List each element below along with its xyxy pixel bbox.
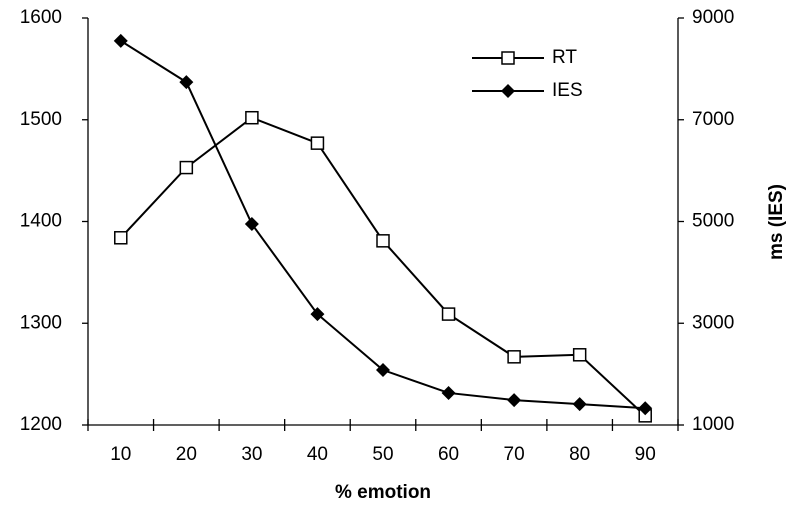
rt-marker <box>179 160 194 175</box>
ies-marker <box>507 393 522 408</box>
y-tick-label: 1500 <box>20 109 62 130</box>
x-tick-label: 90 <box>635 444 656 465</box>
legend-label: IES <box>552 80 583 101</box>
x-axis-label: % emotion <box>335 482 431 503</box>
x-tick-label: 80 <box>569 444 590 465</box>
ies-marker <box>441 385 456 400</box>
x-tick-label: 20 <box>176 444 197 465</box>
ies-marker <box>572 397 587 412</box>
y2-tick-label: 1000 <box>692 414 734 435</box>
rt-marker <box>245 110 259 125</box>
y2-tick-label: 3000 <box>692 312 734 333</box>
x-tick-label: 50 <box>372 444 393 465</box>
rt-marker <box>501 51 515 65</box>
rt-marker <box>507 350 521 364</box>
rt-marker <box>441 307 456 321</box>
rt-marker <box>310 136 325 150</box>
x-tick-label: 10 <box>110 444 131 465</box>
ies-marker <box>376 363 390 378</box>
ies-marker <box>638 401 653 416</box>
x-tick-label: 30 <box>241 444 262 465</box>
x-tick-label: 60 <box>438 444 459 465</box>
y2-axis-label: ms (IES) <box>766 184 787 260</box>
y-tick-label: 1200 <box>20 414 62 435</box>
ies-marker <box>310 307 325 322</box>
rt-marker <box>376 234 390 248</box>
y-tick-label: 1300 <box>20 312 62 333</box>
ies-marker <box>113 33 128 48</box>
y2-tick-label: 5000 <box>692 211 734 232</box>
x-tick-label: 40 <box>307 444 328 465</box>
rt-marker <box>572 348 587 362</box>
ies-marker <box>501 84 515 98</box>
ies-marker <box>244 217 259 232</box>
legend-label: RT <box>552 47 577 68</box>
x-tick-label: 70 <box>504 444 525 465</box>
rt-marker <box>114 231 128 245</box>
y-tick-label: 1400 <box>20 211 62 232</box>
y2-tick-label: 7000 <box>692 109 734 130</box>
y2-tick-label: 9000 <box>692 7 734 28</box>
ies-marker <box>179 75 194 90</box>
y-tick-label: 1600 <box>20 7 62 28</box>
